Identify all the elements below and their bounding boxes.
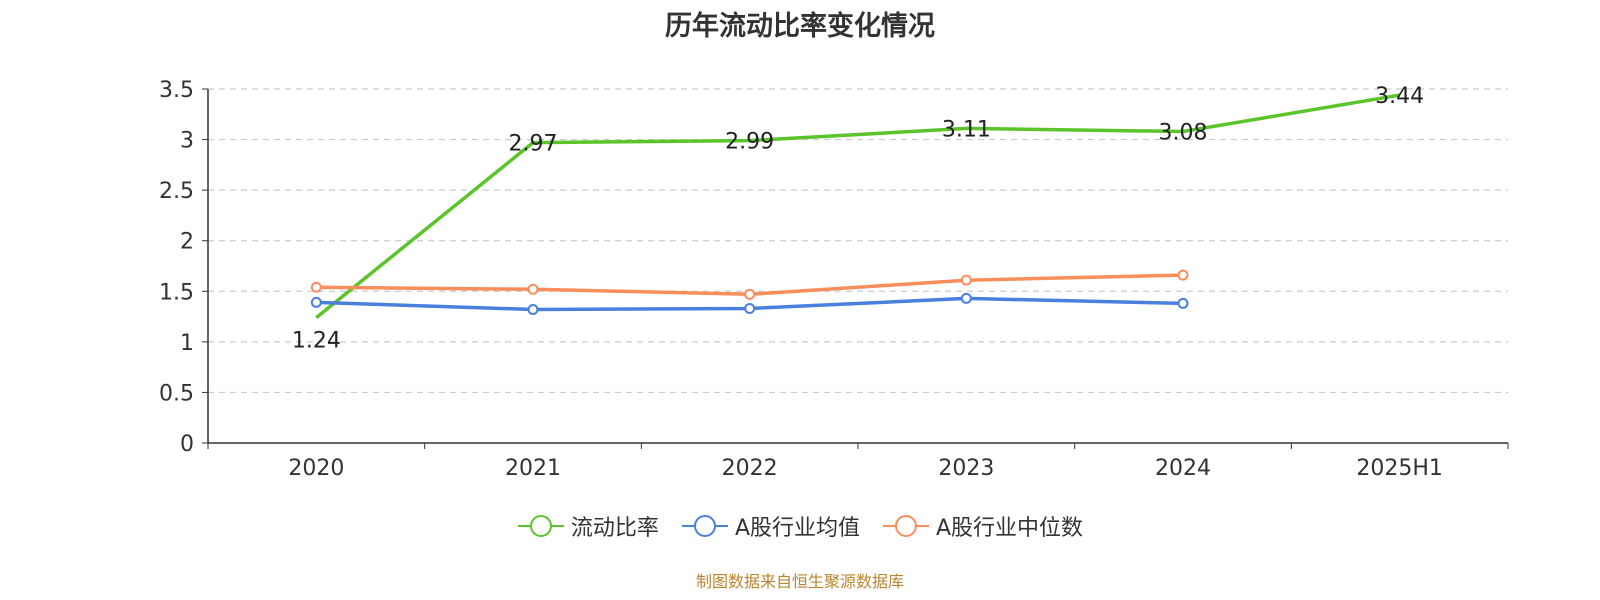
y-tick-label: 0 [180,432,194,457]
x-tick-label: 2022 [722,456,778,481]
x-tick-label: 2020 [288,456,344,481]
data-point [1177,269,1189,281]
line-chart: 0 0.5 1 1.5 2 2.5 3 3.5 2020 2021 2022 2023 2024 2025… [159,78,1509,481]
legend-label: A股行业中位数 [936,516,1084,541]
y-tick-label: 1 [180,331,194,356]
x-tick-label: 2025H1 [1356,456,1443,481]
legend-marker-icon [883,515,929,537]
source-note: 制图数据来自恒生聚源数据库 [695,572,904,591]
legend-label: 流动比率 [570,516,659,541]
data-point [960,292,972,304]
x-tick-label: 2024 [1155,456,1211,481]
legend-item-industry-mean[interactable]: A股行业均值 [681,510,860,542]
axis-layer: 0 0.5 1 1.5 2 2.5 3 3.5 2020 2021 2022 2023 2024 2025… [159,78,1509,481]
data-point [744,302,756,314]
legend: 流动比率 A股行业均值 A股行业中位数 [0,510,1600,542]
legend-item-current-ratio[interactable]: 流动比率 [517,510,659,542]
data-label-layer: 1.24 2.97 2.99 3.11 3.08 3.44 [292,84,1424,354]
data-point [310,296,322,308]
legend-marker-icon [681,515,728,537]
data-point [960,274,972,286]
chart-title: 历年流动比率变化情况 [665,11,935,42]
data-point [744,288,756,300]
series-line-0 [315,93,1400,319]
data-point [310,281,322,293]
data-label: 1.24 [292,329,341,354]
data-point [527,283,539,295]
data-label: 3.44 [1375,84,1424,109]
y-tick-label: 3 [180,129,194,154]
x-tick-label: 2021 [505,456,561,481]
legend-item-industry-median[interactable]: A股行业中位数 [882,510,1083,542]
y-tick-label: 1.5 [159,280,194,305]
legend-marker-icon [517,515,564,537]
x-tick-label: 2023 [938,456,994,481]
y-tick-label: 2.5 [159,179,194,204]
legend-label: A股行业均值 [734,516,860,541]
grid-layer [208,88,1508,394]
data-point [1177,297,1189,309]
y-tick-label: 3.5 [159,78,194,103]
data-point [527,303,539,315]
data-label: 2.97 [509,132,558,157]
data-label: 3.08 [1159,120,1208,145]
y-tick-label: 0.5 [159,381,194,406]
data-label: 2.99 [725,130,774,155]
data-label: 3.11 [942,117,991,142]
y-tick-label: 2 [180,230,194,255]
series-layer [310,93,1400,319]
